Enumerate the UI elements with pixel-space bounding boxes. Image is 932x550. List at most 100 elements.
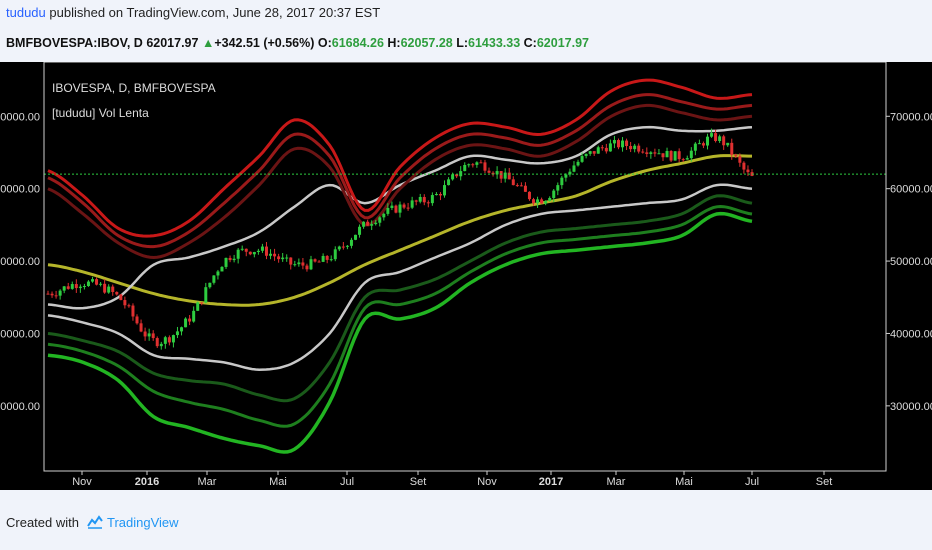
candle-body: [333, 249, 337, 260]
candle-body: [443, 185, 447, 196]
band-line-green-3: [47, 211, 753, 454]
y-tick-label-right: 40000.00: [890, 328, 932, 340]
candle-body: [86, 281, 90, 287]
candle-body: [143, 331, 147, 337]
candle-body: [244, 248, 248, 252]
candle-body: [455, 174, 459, 177]
y-axis-right[interactable]: 30000.00 40000.00 50000.00 60000.00 70000.00: [886, 111, 932, 413]
candle-body: [175, 331, 179, 336]
candle-body: [596, 147, 600, 154]
candle-body: [281, 257, 285, 260]
candle-body: [151, 333, 155, 339]
y-tick-label-left: 40000.00: [0, 328, 40, 340]
candle-body: [584, 153, 588, 157]
high-value: 62057.28: [400, 36, 453, 50]
candle-body: [438, 194, 442, 196]
candle-body: [556, 185, 560, 191]
candle-body: [224, 257, 228, 267]
band-line-red-1: [47, 103, 753, 260]
candle-body: [62, 286, 66, 291]
candle-body: [746, 169, 750, 173]
candle-body: [378, 217, 382, 223]
tradingview-brand[interactable]: TradingView: [106, 514, 179, 530]
price-chart[interactable]: 30000.00 40000.00 50000.00 60000.00 70000.00…: [0, 62, 932, 490]
y-tick-label-left: 60000.00: [0, 184, 40, 196]
candle-body: [451, 174, 455, 180]
candle-body: [204, 287, 208, 303]
candle-body: [317, 261, 321, 263]
candle-body: [82, 286, 86, 288]
candle-body: [540, 199, 544, 204]
candle-body: [625, 140, 629, 146]
candle-body: [313, 259, 317, 262]
candle-body: [273, 253, 277, 257]
y-tick-label-left: 30000.00: [0, 401, 40, 413]
candle-body: [184, 318, 188, 328]
low-label: L:: [456, 36, 469, 50]
candle-body: [337, 246, 341, 250]
candle-body: [78, 286, 82, 289]
candle-body: [58, 290, 62, 296]
candle-body: [718, 136, 722, 142]
candle-body: [475, 162, 479, 165]
candle-body: [689, 150, 693, 159]
candle-body: [256, 250, 260, 253]
candle-body: [560, 177, 564, 186]
candle-body: [669, 150, 673, 161]
candle-body: [74, 284, 78, 289]
candle-body: [742, 162, 746, 170]
candle-body: [414, 200, 418, 202]
candle-body: [600, 147, 604, 149]
candle-body: [99, 283, 103, 285]
candle-body: [604, 147, 608, 152]
candle-body: [608, 143, 612, 152]
candle-body: [155, 338, 159, 347]
candle-body: [353, 234, 357, 240]
candle-body: [54, 295, 58, 297]
candle-body: [734, 154, 738, 157]
candle-body: [463, 164, 467, 172]
candle-body: [192, 310, 196, 322]
candle-body: [216, 271, 220, 276]
candle-body: [572, 165, 576, 172]
candle-body: [730, 142, 734, 155]
candle-body: [418, 197, 422, 202]
change-value: +342.51 (+0.56%): [214, 36, 315, 50]
x-tick-label: Jul: [340, 476, 354, 488]
candle-body: [637, 145, 641, 152]
band-line-upper-white: [47, 125, 753, 310]
candle-body: [95, 279, 99, 285]
candle-body: [588, 151, 592, 154]
plot-frame: [43, 62, 887, 472]
tradingview-logo-icon[interactable]: [87, 514, 103, 530]
publish-info: tududu published on TradingView.com, Jun…: [6, 5, 380, 20]
symbol-name[interactable]: BMFBOVESPA:IBOV, D: [6, 36, 143, 50]
candle-body: [471, 164, 475, 166]
candle-body: [580, 156, 584, 162]
candle-body: [564, 174, 568, 178]
candle-body: [645, 152, 649, 154]
candle-body: [576, 161, 580, 166]
candle-body: [248, 251, 252, 255]
candle-body: [633, 145, 637, 150]
candle-body: [382, 213, 386, 218]
candle-body: [91, 279, 95, 282]
candle-body: [519, 185, 523, 187]
chart-area[interactable]: 30000.00 40000.00 50000.00 60000.00 70000.00…: [0, 62, 932, 490]
candle-body: [212, 275, 216, 283]
x-tick-label: Set: [410, 476, 427, 488]
candle-body: [139, 323, 143, 332]
candle-body: [402, 204, 406, 208]
x-tick-label: Mai: [269, 476, 287, 488]
author-link[interactable]: tududu: [6, 5, 46, 20]
candle-body: [321, 255, 325, 262]
candle-body: [277, 256, 281, 260]
x-axis[interactable]: Nov 2016 Mar Mai Jul Set Nov 2017 Mar Mai Jul Set: [72, 471, 832, 488]
candle-body: [677, 151, 681, 160]
x-tick-label: Set: [816, 476, 833, 488]
candle-body: [511, 179, 515, 186]
candle-body: [398, 204, 402, 213]
band-lines: [47, 78, 753, 454]
candle-body: [447, 179, 451, 186]
candle-body: [649, 152, 653, 154]
